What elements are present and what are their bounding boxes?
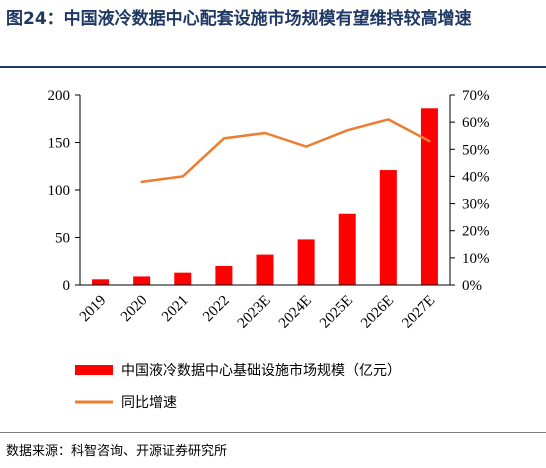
x-tick-label: 2023E: [235, 293, 274, 332]
growth-line: [140, 118, 431, 184]
market-size-chart: 0 50 100 150 200 0% 10% 20% 30% 40% 50% 60% 70% 201…: [48, 88, 490, 411]
left-tick-label: 100: [48, 183, 71, 199]
legend-bar-swatch: [75, 365, 113, 375]
right-tick-label: 70%: [462, 88, 490, 104]
bar-2027E: [420, 108, 438, 285]
figure-title: 图24：中国液冷数据中心配套设施市场规模有望维持较高增速: [6, 9, 472, 29]
x-tick-label: 2026E: [358, 293, 397, 332]
x-tick-label: 2024E: [276, 293, 315, 332]
x-axis: 2019 2020 2021 2022 2023E 2024E 2025E 2026E 2027…: [77, 284, 450, 332]
right-tick-label: 50%: [462, 142, 490, 158]
source-note: 数据来源：科智咨询、开源证券研究所: [6, 444, 228, 459]
title-divider: [0, 66, 546, 68]
x-tick-label: 2025E: [317, 293, 356, 332]
bar-2019: [92, 279, 110, 285]
source-divider: [0, 432, 546, 433]
left-y-axis: 0 50 100 150 200: [48, 88, 81, 294]
left-tick-label: 0: [63, 278, 71, 294]
x-tick-label: 2022: [200, 293, 233, 326]
bar-2026E: [379, 170, 397, 285]
chart-legend: 中国液冷数据中心基础设施市场规模（亿元） 同比增速: [75, 362, 401, 411]
right-tick-label: 0%: [462, 278, 482, 294]
bar-2021: [174, 272, 192, 285]
legend-line-label: 同比增速: [121, 395, 177, 411]
legend-bar-label: 中国液冷数据中心基础设施市场规模（亿元）: [121, 362, 401, 379]
bar-2025E: [338, 213, 356, 285]
bar-2022: [215, 266, 233, 285]
x-tick-label: 2021: [159, 293, 192, 326]
right-tick-label: 10%: [462, 251, 490, 267]
bar-2024E: [297, 239, 315, 285]
left-tick-label: 50: [55, 231, 70, 247]
x-tick-label: 2027E: [399, 293, 438, 332]
right-tick-label: 40%: [462, 169, 490, 185]
bar-2023E: [256, 254, 274, 285]
right-tick-label: 60%: [462, 115, 490, 131]
left-tick-label: 150: [48, 136, 71, 152]
x-tick-label: 2019: [77, 293, 110, 326]
left-tick-label: 200: [48, 88, 71, 104]
growth-line-series: [140, 118, 431, 184]
right-y-axis: 0% 10% 20% 30% 40% 50% 60% 70%: [449, 88, 490, 294]
bar-series: [92, 108, 438, 285]
bar-2020: [133, 276, 151, 285]
right-tick-label: 30%: [462, 197, 490, 213]
right-tick-label: 20%: [462, 224, 490, 240]
x-tick-label: 2020: [118, 293, 151, 326]
